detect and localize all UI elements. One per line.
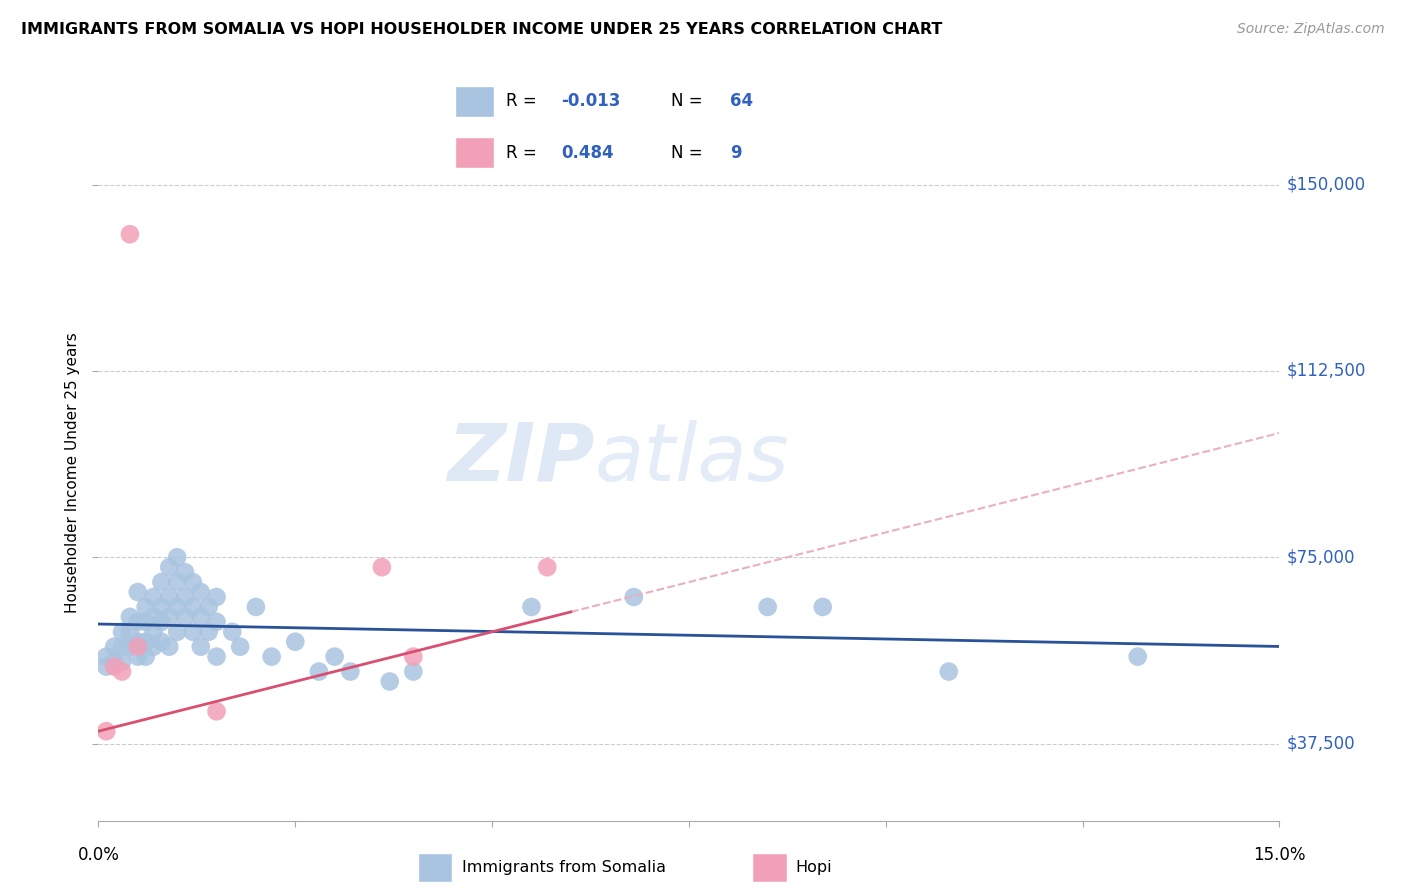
- Point: [756, 599, 779, 614]
- Point: [205, 649, 228, 664]
- Point: [174, 610, 197, 624]
- Point: [103, 640, 125, 654]
- Point: [284, 634, 307, 648]
- Point: [371, 560, 394, 574]
- Point: [190, 585, 212, 599]
- Point: [181, 575, 204, 590]
- Text: N =: N =: [671, 93, 703, 111]
- Point: [166, 599, 188, 614]
- Point: [111, 640, 134, 654]
- Text: 15.0%: 15.0%: [1253, 846, 1306, 863]
- Text: ZIP: ZIP: [447, 420, 595, 498]
- Point: [103, 659, 125, 673]
- Point: [181, 624, 204, 639]
- Point: [1126, 649, 1149, 664]
- Point: [127, 615, 149, 629]
- Text: $150,000: $150,000: [1286, 176, 1365, 194]
- Point: [308, 665, 330, 679]
- Y-axis label: Householder Income Under 25 years: Householder Income Under 25 years: [65, 333, 80, 613]
- Point: [127, 585, 149, 599]
- Point: [103, 655, 125, 669]
- Text: Immigrants from Somalia: Immigrants from Somalia: [461, 860, 665, 875]
- Point: [205, 704, 228, 718]
- Point: [150, 599, 173, 614]
- Point: [378, 674, 401, 689]
- Text: Source: ZipAtlas.com: Source: ZipAtlas.com: [1237, 22, 1385, 37]
- Point: [221, 624, 243, 639]
- Text: 64: 64: [730, 93, 754, 111]
- Point: [157, 560, 180, 574]
- Text: IMMIGRANTS FROM SOMALIA VS HOPI HOUSEHOLDER INCOME UNDER 25 YEARS CORRELATION CH: IMMIGRANTS FROM SOMALIA VS HOPI HOUSEHOL…: [21, 22, 942, 37]
- Text: atlas: atlas: [595, 420, 789, 498]
- Point: [197, 599, 219, 614]
- Point: [111, 624, 134, 639]
- Point: [142, 624, 165, 639]
- Point: [190, 610, 212, 624]
- Point: [166, 624, 188, 639]
- Point: [174, 565, 197, 579]
- Point: [142, 590, 165, 604]
- Point: [150, 575, 173, 590]
- Point: [135, 649, 157, 664]
- Point: [205, 590, 228, 604]
- Point: [811, 599, 834, 614]
- Point: [96, 724, 118, 739]
- Point: [166, 550, 188, 565]
- Text: $37,500: $37,500: [1286, 735, 1355, 753]
- FancyBboxPatch shape: [752, 854, 786, 881]
- Point: [135, 634, 157, 648]
- Point: [157, 640, 180, 654]
- Point: [118, 227, 141, 242]
- Point: [166, 575, 188, 590]
- FancyBboxPatch shape: [454, 87, 494, 117]
- Point: [190, 640, 212, 654]
- Point: [150, 634, 173, 648]
- Point: [127, 649, 149, 664]
- Point: [111, 665, 134, 679]
- Point: [142, 640, 165, 654]
- Text: Hopi: Hopi: [796, 860, 832, 875]
- Point: [197, 624, 219, 639]
- Point: [260, 649, 283, 664]
- Text: 0.0%: 0.0%: [77, 846, 120, 863]
- Text: R =: R =: [506, 144, 537, 161]
- Point: [127, 634, 149, 648]
- Point: [118, 610, 141, 624]
- Point: [402, 665, 425, 679]
- Point: [118, 640, 141, 654]
- FancyBboxPatch shape: [454, 137, 494, 168]
- Text: -0.013: -0.013: [561, 93, 620, 111]
- Point: [181, 599, 204, 614]
- Point: [205, 615, 228, 629]
- Text: 9: 9: [730, 144, 742, 161]
- Point: [520, 599, 543, 614]
- Point: [174, 590, 197, 604]
- Text: N =: N =: [671, 144, 703, 161]
- Point: [96, 659, 118, 673]
- Point: [245, 599, 267, 614]
- Text: $112,500: $112,500: [1286, 362, 1365, 380]
- Text: R =: R =: [506, 93, 537, 111]
- Point: [157, 610, 180, 624]
- Text: $75,000: $75,000: [1286, 549, 1355, 566]
- Text: 0.484: 0.484: [561, 144, 613, 161]
- Point: [229, 640, 252, 654]
- Point: [142, 610, 165, 624]
- FancyBboxPatch shape: [419, 854, 453, 881]
- Point: [127, 640, 149, 654]
- Point: [402, 649, 425, 664]
- Point: [339, 665, 361, 679]
- Point: [96, 649, 118, 664]
- Point: [135, 599, 157, 614]
- Point: [118, 624, 141, 639]
- Point: [135, 615, 157, 629]
- Point: [111, 655, 134, 669]
- Point: [623, 590, 645, 604]
- Point: [323, 649, 346, 664]
- Point: [157, 590, 180, 604]
- Point: [938, 665, 960, 679]
- Point: [536, 560, 558, 574]
- Point: [150, 615, 173, 629]
